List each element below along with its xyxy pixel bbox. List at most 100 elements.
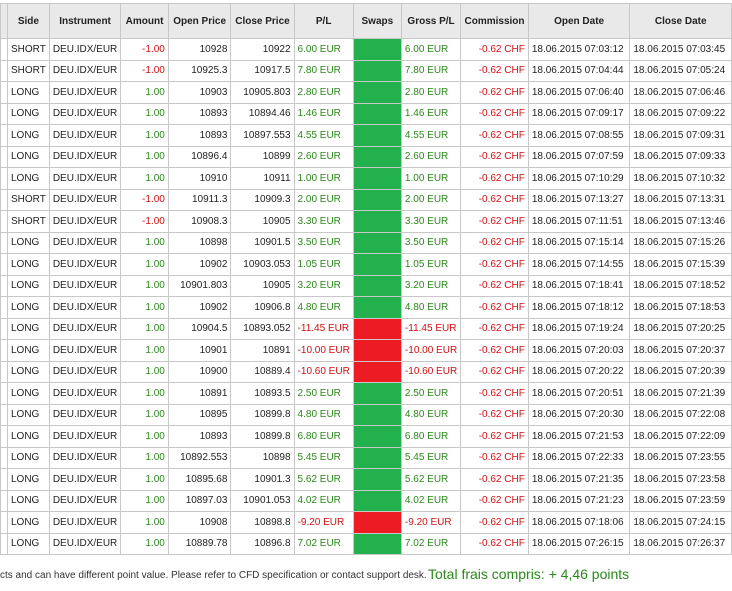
cell-commission: -0.62 CHF xyxy=(460,210,529,233)
cell-side: LONG xyxy=(7,489,50,512)
cell-close-date: 18.06.2015 07:09:22 xyxy=(629,102,732,125)
table-row[interactable]: SHORT DEU.IDX/EUR -1.00 10911.3 10909.3 2.00 … xyxy=(0,188,732,211)
cell-amount: 1.00 xyxy=(120,360,169,383)
cell-pl: -9.20 EUR xyxy=(293,511,354,534)
cell-pl: 4.02 EUR xyxy=(293,489,354,512)
cell-swaps xyxy=(352,511,402,534)
table-row[interactable]: LONG DEU.IDX/EUR 1.00 10901.803 10905 3.20 EU… xyxy=(0,274,732,297)
table-row[interactable]: LONG DEU.IDX/EUR 1.00 10910 10911 1.00 EUR 1.0… xyxy=(0,167,732,190)
cell-swaps xyxy=(352,468,402,491)
cell-open-price: 10889.78 xyxy=(167,532,232,555)
table-row[interactable]: LONG DEU.IDX/EUR 1.00 10893 10899.8 6.80 EUR 6… xyxy=(0,425,732,448)
cell-close-date: 18.06.2015 07:23:55 xyxy=(629,446,732,469)
row-edge xyxy=(0,511,8,534)
header-close-date[interactable]: Close Date xyxy=(629,3,732,39)
cell-amount: 1.00 xyxy=(120,274,169,297)
table-row[interactable]: LONG DEU.IDX/EUR 1.00 10897.03 10901.053 4.02… xyxy=(0,489,732,512)
header-close-price[interactable]: Close Price xyxy=(230,3,295,39)
header-commission[interactable]: Commission xyxy=(460,3,529,39)
table-row[interactable]: LONG DEU.IDX/EUR 1.00 10891 10893.5 2.50 EUR 2… xyxy=(0,382,732,405)
cell-close-price: 10893.052 xyxy=(230,317,295,340)
cell-open-price: 10895 xyxy=(167,403,232,426)
cell-close-price: 10901.5 xyxy=(230,231,295,254)
table-row[interactable]: LONG DEU.IDX/EUR 1.00 10903 10905.803 2.80 EU… xyxy=(0,81,732,104)
table-row[interactable]: LONG DEU.IDX/EUR 1.00 10889.78 10896.8 7.02 E… xyxy=(0,532,732,555)
row-edge xyxy=(0,468,8,491)
cell-close-date: 18.06.2015 07:23:58 xyxy=(629,468,732,491)
cell-gross-pl: 4.02 EUR xyxy=(400,489,462,512)
cell-open-date: 18.06.2015 07:18:06 xyxy=(527,511,631,534)
header-amount[interactable]: Amount xyxy=(120,3,169,39)
header-open-date[interactable]: Open Date xyxy=(527,3,631,39)
cell-pl: 2.00 EUR xyxy=(293,188,354,211)
cell-close-date: 18.06.2015 07:20:39 xyxy=(629,360,732,383)
table-row[interactable]: LONG DEU.IDX/EUR 1.00 10895.68 10901.3 5.62 E… xyxy=(0,468,732,491)
cell-close-price: 10909.3 xyxy=(230,188,295,211)
cell-gross-pl: 1.46 EUR xyxy=(400,102,462,125)
cell-open-price: 10901 xyxy=(167,339,232,362)
footer: cts and can have different point value. … xyxy=(0,566,732,586)
cell-swaps xyxy=(352,360,402,383)
cell-amount: -1.00 xyxy=(120,38,169,61)
cell-pl: -11.45 EUR xyxy=(293,317,354,340)
cell-side: LONG xyxy=(7,167,50,190)
cell-swaps xyxy=(352,446,402,469)
cell-close-price: 10901.3 xyxy=(230,468,295,491)
cell-close-date: 18.06.2015 07:15:26 xyxy=(629,231,732,254)
table-row[interactable]: LONG DEU.IDX/EUR 1.00 10893 10894.46 1.46 EUR… xyxy=(0,102,732,125)
cell-pl: 2.60 EUR xyxy=(293,145,354,168)
cell-close-date: 18.06.2015 07:09:31 xyxy=(629,124,732,147)
row-edge xyxy=(0,382,8,405)
cell-swaps xyxy=(352,403,402,426)
table-row[interactable]: LONG DEU.IDX/EUR 1.00 10895 10899.8 4.80 EUR 4… xyxy=(0,403,732,426)
cell-swaps xyxy=(352,38,402,61)
table-row[interactable]: LONG DEU.IDX/EUR 1.00 10904.5 10893.052 -11.4… xyxy=(0,317,732,340)
table-header-row: Side Instrument Amount Open Price Close … xyxy=(0,3,732,39)
table-row[interactable]: LONG DEU.IDX/EUR 1.00 10892.553 10898 5.45 EU… xyxy=(0,446,732,469)
cell-close-date: 18.06.2015 07:21:39 xyxy=(629,382,732,405)
table-row[interactable]: SHORT DEU.IDX/EUR -1.00 10925.3 10917.5 7.80 … xyxy=(0,59,732,82)
table-row[interactable]: LONG DEU.IDX/EUR 1.00 10902 10906.8 4.80 EUR 4… xyxy=(0,296,732,319)
table-row[interactable]: LONG DEU.IDX/EUR 1.00 10900 10889.4 -10.60 EU… xyxy=(0,360,732,383)
table-row[interactable]: LONG DEU.IDX/EUR 1.00 10908 10898.8 -9.20 EUR… xyxy=(0,511,732,534)
header-gross-pl[interactable]: Gross P/L xyxy=(400,3,462,39)
cell-open-date: 18.06.2015 07:18:12 xyxy=(527,296,631,319)
table-row[interactable]: SHORT DEU.IDX/EUR -1.00 10908.3 10905 3.30 EU… xyxy=(0,210,732,233)
row-edge xyxy=(0,59,8,82)
header-instrument[interactable]: Instrument xyxy=(48,3,122,39)
cell-close-date: 18.06.2015 07:13:46 xyxy=(629,210,732,233)
cell-commission: -0.62 CHF xyxy=(460,81,529,104)
row-edge xyxy=(0,274,8,297)
cell-instrument: DEU.IDX/EUR xyxy=(48,167,122,190)
cell-open-price: 10893 xyxy=(167,102,232,125)
cell-close-date: 18.06.2015 07:22:09 xyxy=(629,425,732,448)
cell-pl: 1.05 EUR xyxy=(293,253,354,276)
row-edge xyxy=(0,339,8,362)
cell-side: LONG xyxy=(7,425,50,448)
cell-open-date: 18.06.2015 07:26:15 xyxy=(527,532,631,555)
table-row[interactable]: SHORT DEU.IDX/EUR -1.00 10928 10922 6.00 EUR 6… xyxy=(0,38,732,61)
header-side[interactable]: Side xyxy=(7,3,50,39)
cell-instrument: DEU.IDX/EUR xyxy=(48,145,122,168)
cell-gross-pl: -11.45 EUR xyxy=(400,317,462,340)
cell-gross-pl: 2.60 EUR xyxy=(400,145,462,168)
header-open-price[interactable]: Open Price xyxy=(167,3,232,39)
cell-instrument: DEU.IDX/EUR xyxy=(48,511,122,534)
table-row[interactable]: LONG DEU.IDX/EUR 1.00 10902 10903.053 1.05 EU… xyxy=(0,253,732,276)
cell-side: LONG xyxy=(7,511,50,534)
cell-close-price: 10897.553 xyxy=(230,124,295,147)
table-row[interactable]: LONG DEU.IDX/EUR 1.00 10898 10901.5 3.50 EUR 3… xyxy=(0,231,732,254)
header-pl[interactable]: P/L xyxy=(293,3,354,39)
cell-open-price: 10900 xyxy=(167,360,232,383)
header-swaps[interactable]: Swaps xyxy=(352,3,402,39)
table-row[interactable]: LONG DEU.IDX/EUR 1.00 10893 10897.553 4.55 EU… xyxy=(0,124,732,147)
cell-close-date: 18.06.2015 07:18:52 xyxy=(629,274,732,297)
cell-side: LONG xyxy=(7,231,50,254)
cell-close-date: 18.06.2015 07:18:53 xyxy=(629,296,732,319)
cell-amount: 1.00 xyxy=(120,253,169,276)
cell-close-date: 18.06.2015 07:03:45 xyxy=(629,38,732,61)
table-row[interactable]: LONG DEU.IDX/EUR 1.00 10901 10891 -10.00 EUR -… xyxy=(0,339,732,362)
table-row[interactable]: LONG DEU.IDX/EUR 1.00 10896.4 10899 2.60 EUR 2… xyxy=(0,145,732,168)
cell-amount: 1.00 xyxy=(120,446,169,469)
row-edge xyxy=(0,403,8,426)
